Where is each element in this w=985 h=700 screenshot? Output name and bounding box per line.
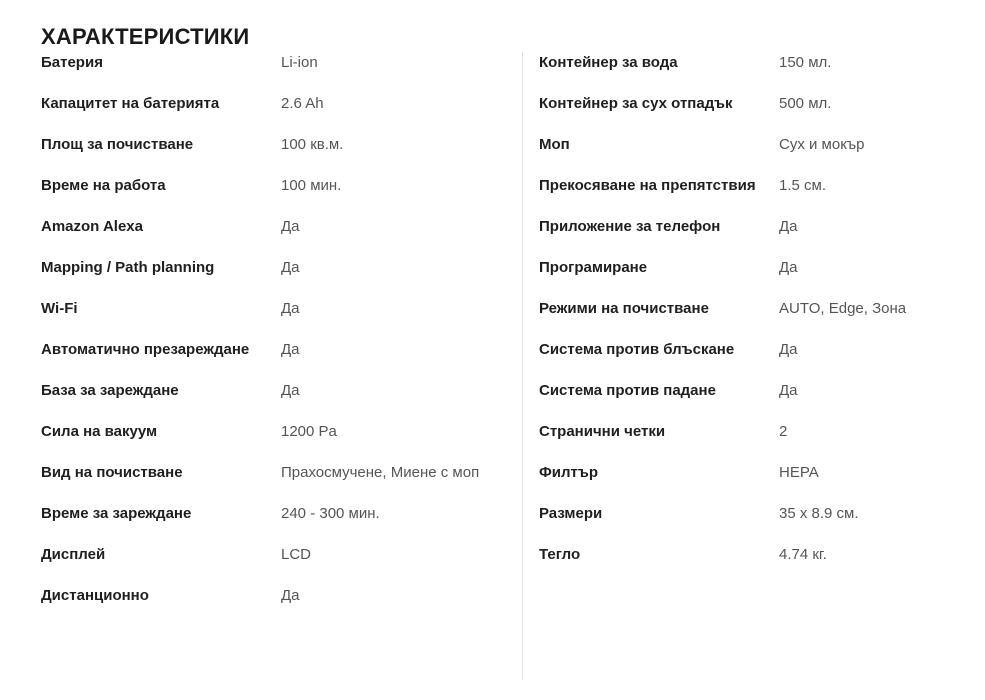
spec-row: Wi-Fi Да xyxy=(41,298,516,339)
spec-value: HEPA xyxy=(779,464,819,481)
spec-value: 4.74 кг. xyxy=(779,546,827,563)
spec-value: 2.6 Ah xyxy=(281,95,324,112)
spec-label: Време на работа xyxy=(41,177,166,194)
spec-row: Площ за почистване 100 кв.м. xyxy=(41,134,516,175)
spec-row: Система против падане Да xyxy=(539,380,975,421)
spec-value: 500 мл. xyxy=(779,95,832,112)
spec-row: База за зареждане Да xyxy=(41,380,516,421)
spec-value: Да xyxy=(779,218,798,235)
spec-value: 240 - 300 мин. xyxy=(281,505,380,522)
spec-label: Контейнер за сух отпадък xyxy=(539,95,733,112)
spec-value: 100 кв.м. xyxy=(281,136,344,153)
spec-value: Да xyxy=(281,587,300,604)
spec-row: Контейнер за сух отпадък 500 мл. xyxy=(539,93,975,134)
column-divider xyxy=(522,52,523,680)
spec-value: Да xyxy=(779,382,798,399)
spec-row: Прекосяване на препятствия 1.5 см. xyxy=(539,175,975,216)
spec-row: Тегло 4.74 кг. xyxy=(539,544,975,585)
spec-row: Време на работа 100 мин. xyxy=(41,175,516,216)
spec-value: LCD xyxy=(281,546,312,563)
specifications-column-right: Контейнер за вода 150 мл. Контейнер за сух… xyxy=(523,52,985,585)
spec-value: Да xyxy=(281,259,300,276)
spec-row: Автоматично презареждане Да xyxy=(41,339,516,380)
spec-row: Mapping / Path planning Да xyxy=(41,257,516,298)
spec-value: 100 мин. xyxy=(281,177,342,194)
spec-label: Странични четки xyxy=(539,423,666,440)
spec-row: Amazon Alexa Да xyxy=(41,216,516,257)
spec-row: Време за зареждане 240 - 300 мин. xyxy=(41,503,516,544)
spec-label: Време за зареждане xyxy=(41,505,192,522)
spec-label: Филтър xyxy=(539,464,598,481)
spec-row: Размери 35 x 8.9 см. xyxy=(539,503,975,544)
spec-value: Li-ion xyxy=(281,54,318,71)
specifications-column-left: Батерия Li-ion Капацитет на батерията 2.6 A… xyxy=(0,52,522,626)
spec-label: Дисплей xyxy=(41,546,106,563)
spec-row: Програмиране Да xyxy=(539,257,975,298)
spec-label: Размери xyxy=(539,505,603,522)
spec-value: 150 мл. xyxy=(779,54,832,71)
spec-label: Моп xyxy=(539,136,570,153)
spec-row: Странични четки 2 xyxy=(539,421,975,462)
spec-label: Сила на вакуум xyxy=(41,423,158,440)
spec-row: Вид на почистване Прахосмучене, Миене с м… xyxy=(41,462,516,503)
spec-label: Режими на почистване xyxy=(539,300,709,317)
spec-value: Прахосмучене, Миене с моп xyxy=(281,464,480,481)
spec-value: Да xyxy=(779,259,798,276)
spec-row: Моп Сух и мокър xyxy=(539,134,975,175)
spec-label: Тегло xyxy=(539,546,581,563)
spec-label: Mapping / Path planning xyxy=(41,259,215,276)
spec-value: 1.5 см. xyxy=(779,177,826,194)
spec-value: 2 xyxy=(779,423,788,440)
spec-label: Автоматично презареждане xyxy=(41,341,250,358)
spec-label: Батерия xyxy=(41,54,103,71)
spec-value: AUTO, Edge, Зона xyxy=(779,300,907,317)
spec-row: Капацитет на батерията 2.6 Ah xyxy=(41,93,516,134)
spec-row: Батерия Li-ion xyxy=(41,52,516,93)
spec-value: Да xyxy=(281,218,300,235)
spec-label: Площ за почистване xyxy=(41,136,194,153)
spec-label: База за зареждане xyxy=(41,382,179,399)
spec-label: Вид на почистване xyxy=(41,464,183,481)
specifications-columns: Батерия Li-ion Капацитет на батерията 2.6 A… xyxy=(0,52,985,680)
spec-label: Прекосяване на препятствия xyxy=(539,177,756,194)
spec-value: Да xyxy=(281,382,300,399)
spec-value: Да xyxy=(281,300,300,317)
spec-value: Да xyxy=(281,341,300,358)
spec-row: Контейнер за вода 150 мл. xyxy=(539,52,975,93)
spec-row: Дистанционно Да xyxy=(41,585,516,626)
page-title: ХАРАКТЕРИСТИКИ xyxy=(41,23,250,49)
spec-row: Сила на вакуум 1200 Pa xyxy=(41,421,516,462)
spec-label: Контейнер за вода xyxy=(539,54,678,71)
spec-row: Дисплей LCD xyxy=(41,544,516,585)
spec-row: Режими на почистване AUTO, Edge, Зона xyxy=(539,298,975,339)
spec-label: Wi-Fi xyxy=(41,300,78,317)
spec-label: Програмиране xyxy=(539,259,648,276)
spec-row: Филтър HEPA xyxy=(539,462,975,503)
spec-label: Дистанционно xyxy=(41,587,149,604)
spec-label: Система против падане xyxy=(539,382,716,399)
spec-label: Amazon Alexa xyxy=(41,218,143,235)
spec-value: Сух и мокър xyxy=(779,136,865,153)
spec-label: Система против блъскане xyxy=(539,341,735,358)
spec-value: Да xyxy=(779,341,798,358)
spec-label: Капацитет на батерията xyxy=(41,95,220,112)
spec-row: Система против блъскане Да xyxy=(539,339,975,380)
spec-value: 1200 Pa xyxy=(281,423,337,440)
spec-row: Приложение за телефон Да xyxy=(539,216,975,257)
spec-label: Приложение за телефон xyxy=(539,218,721,235)
spec-value: 35 x 8.9 см. xyxy=(779,505,859,522)
